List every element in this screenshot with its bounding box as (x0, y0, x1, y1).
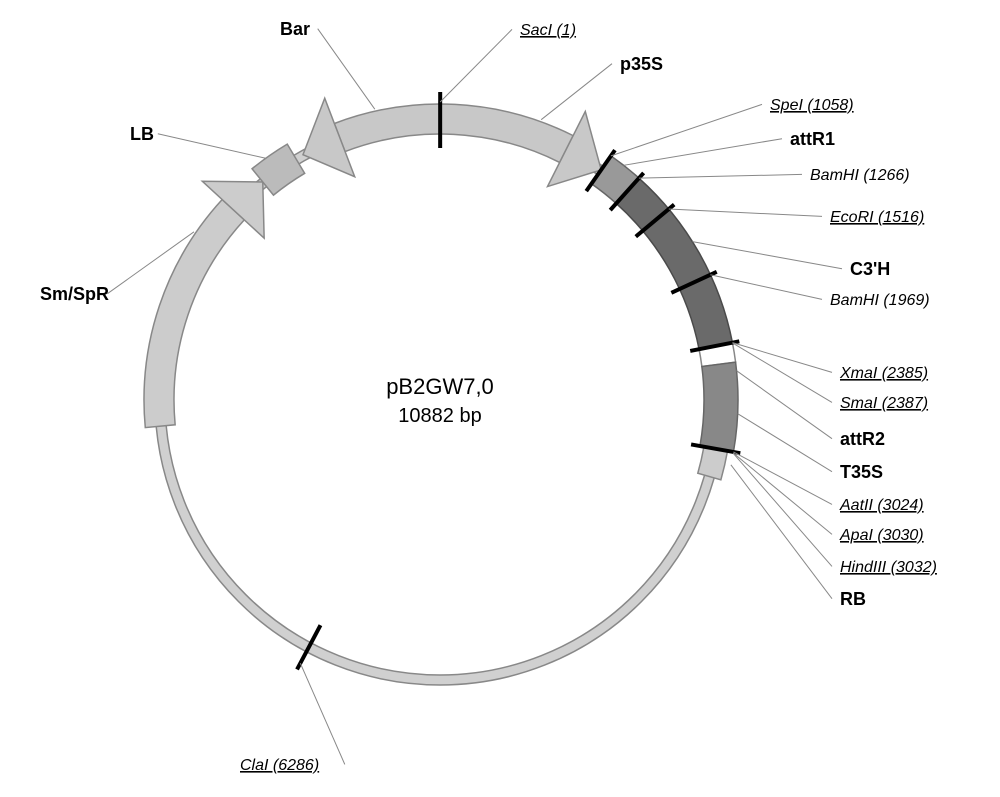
leader-line (733, 453, 832, 566)
leader-line (710, 275, 822, 300)
feature-label: p35S (620, 54, 663, 74)
plasmid-name: pB2GW7,0 (386, 374, 494, 399)
feature-label: SmaI (2387) (840, 395, 928, 412)
feature-label: XmaI (2385) (839, 365, 928, 382)
plasmid-map: Bar SacI (1) p35S SpeI (1058) attR1 BamHI (12… (0, 0, 1000, 797)
leader-line (732, 343, 832, 373)
leader-line (300, 663, 344, 764)
leader-line (733, 452, 832, 504)
feature-attR2-t35s (700, 362, 738, 452)
feature-label: T35S (840, 462, 883, 482)
feature-label: ClaI (6286) (240, 757, 319, 774)
feature-label: attR2 (840, 429, 885, 449)
leader-line (732, 343, 832, 402)
leader-line (733, 453, 832, 534)
feature-label: Sm/SpR (40, 284, 109, 304)
feature-label: ApaI (3030) (839, 527, 924, 544)
feature-label: RB (840, 589, 866, 609)
feature-bar-p35s (334, 104, 573, 162)
leader-line (669, 209, 822, 216)
leader-line (158, 134, 266, 159)
leader-line (440, 29, 512, 102)
leader-line (624, 139, 782, 166)
feature-label: BamHI (1266) (810, 167, 910, 184)
feature-label: AatII (3024) (839, 497, 924, 514)
leader-line (738, 414, 832, 472)
leader-line (731, 465, 832, 599)
feature-label: HindIII (3032) (840, 559, 937, 576)
leader-line (611, 104, 762, 155)
plasmid-size: 10882 bp (398, 405, 481, 427)
feature-label: BamHI (1969) (830, 292, 930, 309)
feature-label: SacI (1) (520, 22, 576, 39)
leader-line (639, 174, 802, 178)
feature-label: LB (130, 124, 154, 144)
leader-line (737, 371, 832, 439)
feature-label: attR1 (790, 129, 835, 149)
feature-sm-spr (144, 200, 244, 428)
leader-line (692, 242, 842, 269)
leader-line (318, 29, 375, 110)
feature-label: SpeI (1058) (770, 97, 854, 114)
leader-line (541, 64, 612, 120)
feature-label: Bar (280, 19, 310, 39)
feature-label: C3'H (850, 259, 890, 279)
feature-label: EcoRI (1516) (830, 209, 924, 226)
feature-c3h-seg (616, 178, 732, 349)
